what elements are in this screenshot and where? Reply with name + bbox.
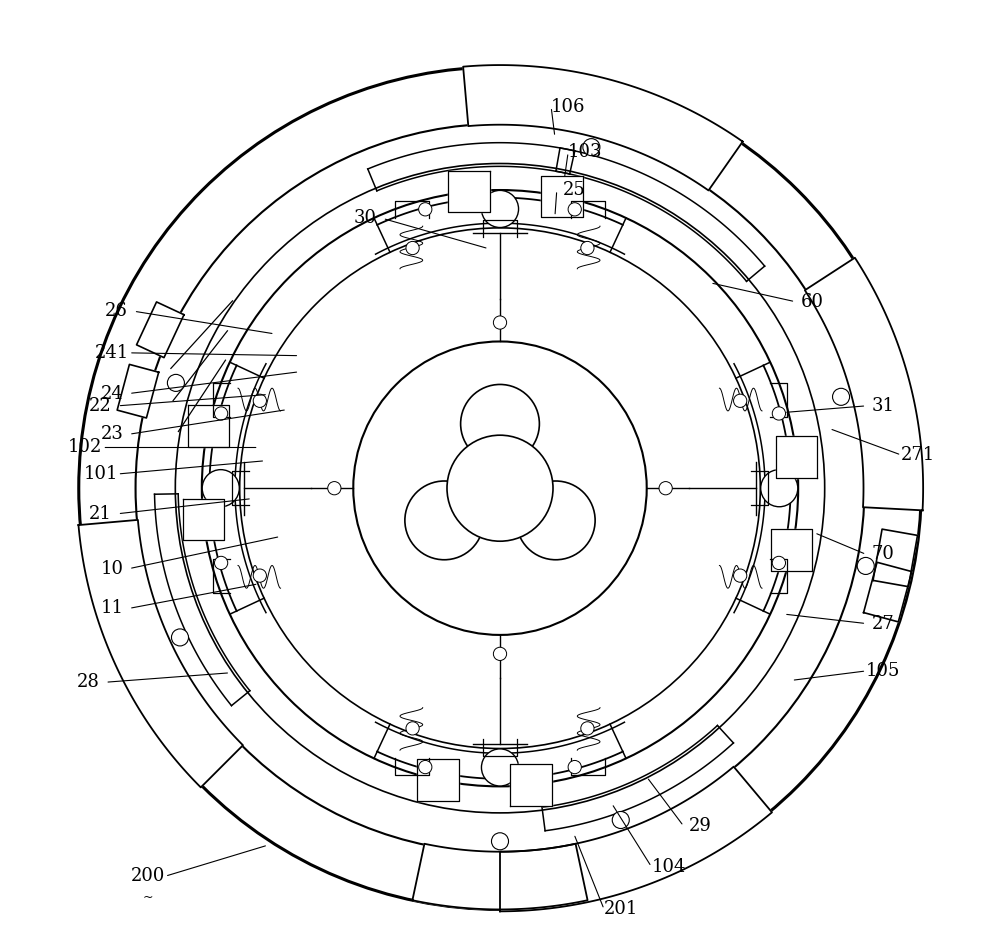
Circle shape xyxy=(461,385,539,464)
Circle shape xyxy=(167,374,184,392)
Circle shape xyxy=(405,481,484,559)
Polygon shape xyxy=(137,301,184,357)
Circle shape xyxy=(734,569,747,582)
Text: 26: 26 xyxy=(105,302,128,320)
Polygon shape xyxy=(510,764,552,806)
Text: 27: 27 xyxy=(872,614,895,632)
Text: 24: 24 xyxy=(101,385,123,403)
Polygon shape xyxy=(873,529,917,587)
Circle shape xyxy=(481,191,519,228)
Circle shape xyxy=(79,67,921,909)
Text: 201: 201 xyxy=(604,901,638,919)
Circle shape xyxy=(583,138,600,155)
Polygon shape xyxy=(117,364,159,418)
Polygon shape xyxy=(805,258,923,510)
Circle shape xyxy=(493,316,507,329)
Text: 10: 10 xyxy=(100,559,123,577)
Polygon shape xyxy=(776,436,817,478)
Text: 23: 23 xyxy=(100,426,123,444)
Text: 31: 31 xyxy=(872,397,895,415)
Circle shape xyxy=(612,811,629,829)
Polygon shape xyxy=(771,529,812,571)
Circle shape xyxy=(493,647,507,661)
Circle shape xyxy=(734,394,747,408)
Circle shape xyxy=(772,556,786,570)
Text: 103: 103 xyxy=(568,143,602,161)
Text: 29: 29 xyxy=(689,817,712,835)
Polygon shape xyxy=(78,520,243,788)
Polygon shape xyxy=(500,767,772,911)
Text: 21: 21 xyxy=(89,504,112,522)
Text: 106: 106 xyxy=(551,98,585,116)
Circle shape xyxy=(581,721,594,735)
Circle shape xyxy=(516,481,595,559)
Circle shape xyxy=(581,242,594,255)
Circle shape xyxy=(253,394,266,408)
Circle shape xyxy=(568,760,581,774)
Circle shape xyxy=(659,482,672,495)
Circle shape xyxy=(214,556,228,570)
Circle shape xyxy=(857,557,874,574)
Circle shape xyxy=(202,469,239,507)
Circle shape xyxy=(214,407,228,420)
Circle shape xyxy=(447,435,553,541)
Circle shape xyxy=(833,389,850,406)
Text: 271: 271 xyxy=(901,447,936,465)
Circle shape xyxy=(419,760,432,774)
Text: 101: 101 xyxy=(83,465,118,483)
Circle shape xyxy=(772,407,786,420)
Polygon shape xyxy=(183,499,224,540)
Circle shape xyxy=(171,629,189,646)
Polygon shape xyxy=(541,175,583,217)
Circle shape xyxy=(253,569,266,582)
Text: 11: 11 xyxy=(100,599,123,617)
Circle shape xyxy=(406,242,419,255)
Polygon shape xyxy=(864,562,912,622)
Text: 25: 25 xyxy=(562,181,585,199)
Circle shape xyxy=(419,203,432,216)
Circle shape xyxy=(481,749,519,786)
Text: 102: 102 xyxy=(68,439,103,457)
Circle shape xyxy=(491,832,509,849)
Text: 70: 70 xyxy=(872,545,895,563)
Circle shape xyxy=(761,469,798,507)
Text: 60: 60 xyxy=(801,293,824,311)
Circle shape xyxy=(406,721,419,735)
Text: 241: 241 xyxy=(95,344,129,362)
Text: 105: 105 xyxy=(866,662,901,680)
Circle shape xyxy=(328,482,341,495)
Polygon shape xyxy=(412,844,588,909)
Text: 30: 30 xyxy=(354,210,377,228)
Text: 28: 28 xyxy=(77,673,100,691)
Text: ~: ~ xyxy=(143,890,153,903)
Polygon shape xyxy=(417,759,459,801)
Text: 22: 22 xyxy=(89,397,112,415)
Text: 200: 200 xyxy=(131,867,165,885)
Polygon shape xyxy=(463,65,743,191)
Polygon shape xyxy=(448,171,490,212)
Text: 104: 104 xyxy=(651,858,686,876)
Circle shape xyxy=(568,203,581,216)
Polygon shape xyxy=(188,406,229,447)
